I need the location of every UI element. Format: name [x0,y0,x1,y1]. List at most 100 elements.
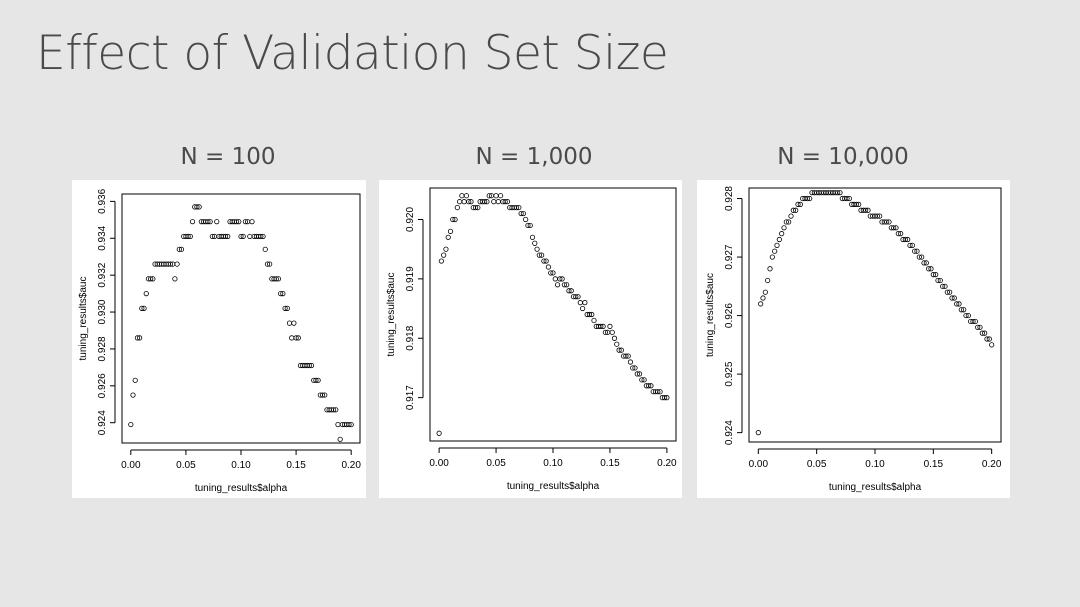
data-point-n1000 [548,270,554,276]
data-point-n1000 [491,199,497,205]
data-point-n10000 [982,330,988,336]
data-point-n10000 [909,242,915,248]
data-point-n10000 [837,190,843,196]
data-point-n100 [319,392,326,398]
x-axis-label-n100: tuning_results$alpha [195,483,288,494]
data-point-n100 [282,305,288,311]
data-point-n100 [236,219,242,225]
data-point-n10000 [786,219,792,225]
data-point-n10000 [793,207,799,213]
data-point-n1000 [634,371,640,377]
panel-label-n10000: N = 10,000 [777,144,909,170]
data-point-n10000 [891,225,897,231]
x-tick-label-n1000: 0.20 [657,458,677,469]
data-point-n10000 [940,283,946,289]
data-point-n10000 [986,336,992,342]
data-point-n10000 [886,219,892,225]
data-point-n100 [167,261,174,267]
data-point-n10000 [865,207,871,213]
data-point-n10000 [916,254,922,260]
data-point-n1000 [662,395,668,401]
data-point-n100 [315,377,321,383]
data-point-n100 [284,305,290,311]
x-axis-label-n10000: tuning_results$alpha [829,482,922,493]
plot-frame-n1000 [429,187,677,442]
data-point-n10000 [884,219,890,225]
data-point-n1000 [504,199,511,205]
data-point-n1000 [541,258,547,264]
data-point-n1000 [534,246,540,252]
y-tick-label-n1000: 0.917 [405,385,416,410]
data-point-n100 [222,233,229,240]
x-tick-label-n1000: 0.15 [600,458,620,469]
y-axis-label-n1000: tuning_results$auc [386,273,397,357]
data-point-n100 [313,377,319,383]
data-point-n10000 [844,195,850,202]
data-point-n1000 [436,430,442,436]
x-tick-label-n1000: 0.05 [486,458,506,469]
data-point-n10000 [944,289,950,295]
data-point-n1000 [452,216,458,223]
data-point-n100 [174,261,180,267]
data-point-n100 [264,261,271,267]
data-point-n10000 [947,289,953,295]
data-point-n100 [348,421,354,428]
data-point-n100 [322,392,328,398]
data-point-n100 [205,219,211,225]
data-point-n100 [278,291,284,297]
data-point-n100 [260,233,266,240]
data-point-n1000 [525,222,531,229]
scatter-plot-n10000: 0.00 0.05 0.10 0.15 0.20 tuning_results$alpha… [705,186,1002,493]
data-point-n1000 [527,222,533,229]
data-point-n100 [295,335,301,341]
y-tick-label-n100: 0.932 [97,262,108,287]
plot-card-n10000: 0.00 0.05 0.10 0.15 0.20 tuning_results$alpha… [697,180,1010,498]
data-point-n1000 [459,193,465,199]
x-tick-label-n100: 0.10 [231,460,251,471]
data-point-n10000 [970,318,976,325]
data-point-n100 [240,233,246,240]
data-point-n100 [273,276,279,282]
data-point-n100 [242,219,249,225]
y-tick-label-n10000: 0.928 [724,186,735,211]
data-point-n10000 [954,301,960,307]
panel-label-n1000: N = 1,000 [475,144,593,170]
data-point-n10000 [965,312,971,319]
x-tick-label-n1000: 0.00 [429,458,449,469]
data-point-n100 [143,291,149,297]
data-point-n1000 [639,377,645,383]
data-point-n1000 [441,252,447,258]
data-point-n10000 [795,201,801,207]
data-point-n1000 [580,305,586,312]
data-point-n1000 [664,395,670,401]
x-tick-label-n1000: 0.10 [543,458,563,469]
x-axis-label-n1000: tuning_results$alpha [507,481,600,492]
data-point-n10000 [975,324,981,330]
data-point-n100 [337,436,343,442]
y-tick-label-n1000: 0.918 [405,325,416,350]
y-axis-label-n100: tuning_results$auc [78,277,89,361]
y-axis-label-n10000: tuning_results$auc [705,273,716,357]
data-point-n1000 [611,335,618,341]
data-point-n100 [139,305,145,311]
data-point-n10000 [921,260,927,266]
scatter-plot-n1000: 0.00 0.05 0.10 0.15 0.20 tuning_results$alpha… [386,187,677,492]
data-point-n1000 [486,193,492,199]
data-point-n100 [286,320,293,326]
y-tick-label-n100: 0.928 [97,336,108,361]
data-point-n10000 [797,201,803,207]
data-point-n100 [134,335,141,341]
data-point-n1000 [475,204,481,211]
data-point-n10000 [772,248,778,254]
data-point-n100 [280,291,286,297]
y-tick-label-n10000: 0.927 [724,244,735,269]
data-point-n10000 [762,289,768,295]
y-tick-label-n100: 0.934 [97,225,108,250]
data-point-n10000 [963,312,969,319]
data-point-n100 [132,377,138,383]
y-tick-label-n100: 0.930 [97,299,108,324]
data-point-n1000 [561,282,567,288]
data-point-n1000 [520,210,526,217]
data-point-n10000 [807,195,813,202]
data-point-n10000 [804,195,810,202]
